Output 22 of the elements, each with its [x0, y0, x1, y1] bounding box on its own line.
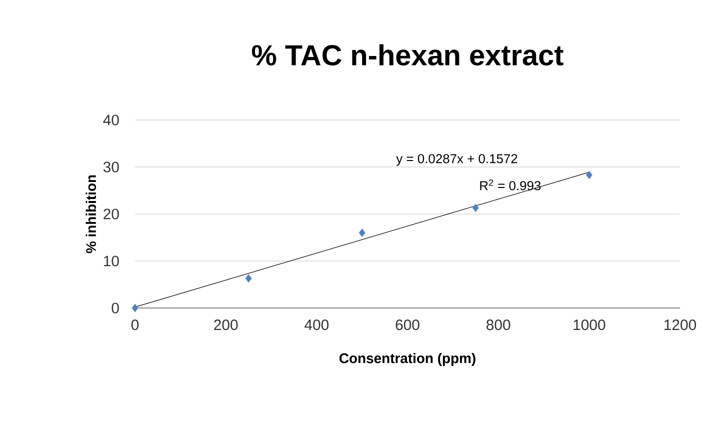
y-tick-label: 20 [104, 208, 119, 220]
x-tick-label: 800 [486, 320, 510, 330]
y-axis-title: % inhibition [86, 175, 96, 254]
point [245, 274, 252, 283]
x-tick-label: 600 [396, 320, 420, 330]
y-tick-label: 10 [104, 256, 119, 266]
annotation: R$^{2}$ = 0.993 [480, 179, 541, 190]
x-tick-label: 0 [131, 320, 139, 330]
x-tick-label: 1000 [574, 320, 606, 330]
x-tick-label: 200 [214, 320, 238, 330]
x-tick-label: 400 [304, 320, 329, 330]
chart-title: % TAC n-hexan extract [252, 44, 564, 66]
point [132, 304, 138, 312]
point [472, 204, 479, 212]
x-axis-title: Consentration (ppm) [340, 352, 476, 366]
x-tick-label: 1200 [664, 320, 696, 330]
y-tick-label: 40 [103, 114, 119, 126]
point [358, 228, 366, 237]
annotation: y = 0.0287x + 0.1572 [396, 154, 518, 166]
y-tick-label: 0 [112, 302, 119, 314]
point [586, 170, 592, 180]
y-tick-label: 30 [103, 162, 119, 172]
